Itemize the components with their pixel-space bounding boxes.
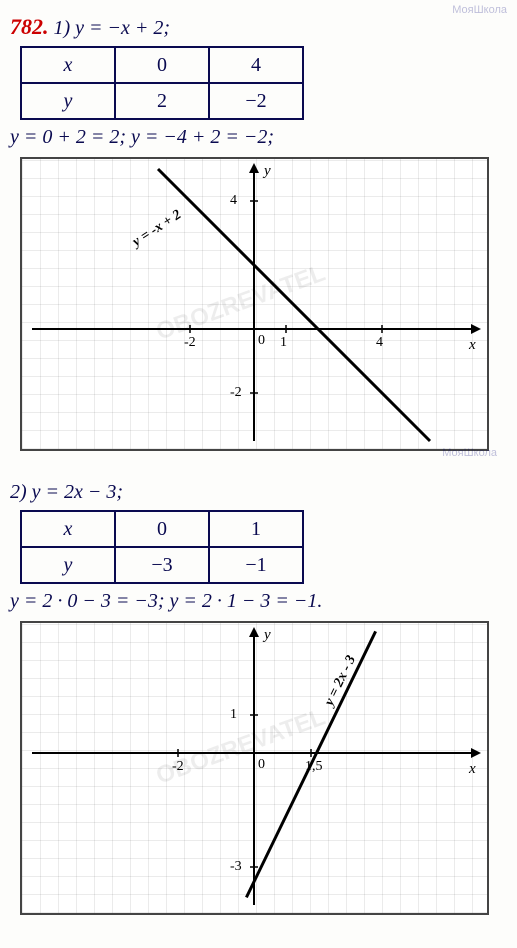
cell: 4: [209, 47, 303, 83]
chart-part2: OBOZREVATEL -21,51-3xy0y = 2x - 3: [20, 621, 489, 915]
cell: 0: [115, 511, 209, 547]
row-header-x: x: [21, 47, 115, 83]
table-row: y 2 −2: [21, 83, 303, 119]
part1-equation: y = −x + 2;: [75, 17, 170, 39]
origin-label: 0: [258, 757, 265, 773]
problem-number: 782.: [10, 14, 49, 39]
part1-calc: y = 0 + 2 = 2; y = −4 + 2 = −2;: [10, 126, 507, 149]
cell: −3: [115, 547, 209, 583]
row-header-x: x: [21, 511, 115, 547]
part1-label: 1): [54, 17, 71, 39]
axis-label-x: x: [469, 761, 476, 778]
chart-part1: OBOZREVATEL -2144-2xy0y = -x + 2: [20, 157, 489, 451]
watermark-top: МояШкола: [0, 447, 497, 459]
row-header-y: y: [21, 83, 115, 119]
line-part2-header: 2) y = 2x − 3;: [10, 481, 507, 504]
cell: 0: [115, 47, 209, 83]
axis-label-y: y: [264, 163, 271, 180]
cell: −1: [209, 547, 303, 583]
row-header-y: y: [21, 547, 115, 583]
part2-label: 2): [10, 481, 27, 503]
table-row: x 0 1: [21, 511, 303, 547]
line-part1-header: 782. 1) y = −x + 2;: [10, 14, 507, 40]
table-part2: x 0 1 y −3 −1: [20, 510, 304, 584]
axis-label-y: y: [264, 627, 271, 644]
watermark-top: МояШкола: [452, 4, 507, 16]
table-row: y −3 −1: [21, 547, 303, 583]
cell: 1: [209, 511, 303, 547]
table-row: x 0 4: [21, 47, 303, 83]
origin-label: 0: [258, 333, 265, 349]
part2-calc: y = 2 · 0 − 3 = −3; y = 2 · 1 − 3 = −1.: [10, 590, 507, 613]
cell: 2: [115, 83, 209, 119]
part2-equation: y = 2x − 3;: [32, 481, 123, 503]
table-part1: x 0 4 y 2 −2: [20, 46, 304, 120]
cell: −2: [209, 83, 303, 119]
axis-label-x: x: [469, 337, 476, 354]
